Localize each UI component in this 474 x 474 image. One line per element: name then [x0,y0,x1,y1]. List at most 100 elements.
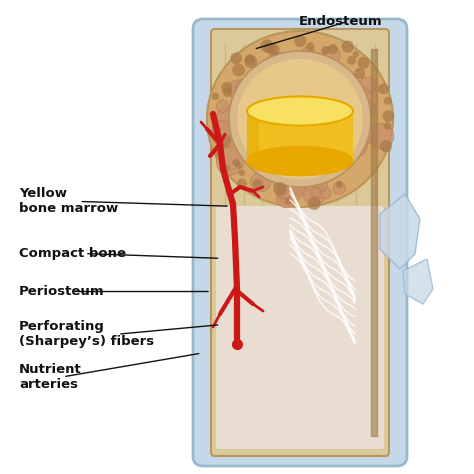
Circle shape [380,140,392,152]
Circle shape [329,146,347,164]
Polygon shape [247,111,353,161]
FancyBboxPatch shape [211,29,389,456]
Circle shape [228,80,247,100]
Circle shape [302,46,315,59]
Circle shape [336,181,343,188]
Circle shape [291,177,310,195]
Circle shape [269,66,282,79]
Ellipse shape [207,31,393,207]
Circle shape [211,120,239,147]
Circle shape [232,159,240,166]
Circle shape [260,82,275,98]
Circle shape [330,134,350,153]
Circle shape [310,153,320,163]
Circle shape [368,124,394,149]
Text: Endosteum: Endosteum [299,15,382,28]
Circle shape [351,107,369,126]
Circle shape [341,40,354,53]
Circle shape [267,146,284,163]
Circle shape [333,182,346,194]
Ellipse shape [229,51,371,187]
Text: Perforating
(Sharpey’s) fibers: Perforating (Sharpey’s) fibers [19,320,154,348]
Circle shape [211,92,219,100]
Circle shape [285,198,292,205]
Polygon shape [380,194,420,269]
Circle shape [245,54,255,64]
Circle shape [306,42,314,51]
Circle shape [315,76,330,91]
Circle shape [276,188,296,208]
Circle shape [249,91,265,107]
Circle shape [278,186,292,199]
Circle shape [357,57,370,69]
Circle shape [347,56,356,65]
Circle shape [260,39,273,53]
Circle shape [265,81,278,93]
Circle shape [235,163,242,169]
Circle shape [310,187,321,198]
Circle shape [353,99,375,121]
Circle shape [280,60,305,86]
Circle shape [296,161,317,182]
Circle shape [239,170,245,176]
Circle shape [353,51,359,58]
Circle shape [328,126,349,146]
Circle shape [247,112,263,127]
Circle shape [310,168,328,187]
Circle shape [334,136,351,154]
Circle shape [308,197,321,210]
Ellipse shape [247,146,353,175]
Circle shape [358,77,376,95]
Circle shape [230,99,255,124]
Circle shape [344,133,367,157]
Circle shape [268,52,283,66]
Circle shape [223,165,230,172]
Circle shape [273,182,287,196]
Circle shape [321,46,330,55]
FancyBboxPatch shape [216,206,384,449]
Circle shape [218,134,231,147]
Circle shape [273,167,295,190]
Circle shape [383,110,394,122]
Circle shape [328,44,338,54]
Circle shape [277,180,301,204]
Circle shape [334,136,352,154]
Circle shape [244,107,260,123]
Text: Yellow
bone marrow: Yellow bone marrow [19,187,118,216]
Circle shape [264,42,275,54]
Circle shape [266,53,289,76]
Circle shape [303,183,325,205]
Circle shape [253,179,263,189]
Circle shape [214,145,224,155]
Circle shape [304,50,318,63]
Circle shape [339,124,359,144]
Polygon shape [247,111,259,161]
Circle shape [258,93,270,105]
Text: Nutrient
arteries: Nutrient arteries [19,363,82,391]
Circle shape [351,87,372,108]
Circle shape [294,35,306,47]
Polygon shape [403,259,433,304]
Circle shape [354,68,365,79]
Circle shape [282,53,298,70]
Circle shape [222,87,232,97]
Circle shape [216,100,229,112]
Ellipse shape [247,96,353,126]
Circle shape [230,53,242,64]
Circle shape [275,162,301,188]
Circle shape [232,64,245,76]
Circle shape [313,162,334,182]
Circle shape [235,77,259,101]
Circle shape [310,53,326,70]
Circle shape [364,132,374,143]
Circle shape [315,179,328,191]
Text: Compact bone: Compact bone [19,247,126,260]
Circle shape [215,127,221,133]
Circle shape [216,107,241,131]
Ellipse shape [237,59,363,179]
Circle shape [216,147,244,175]
Circle shape [383,122,391,129]
Text: Periosteum: Periosteum [19,285,105,298]
Circle shape [259,156,277,174]
Circle shape [251,172,271,192]
